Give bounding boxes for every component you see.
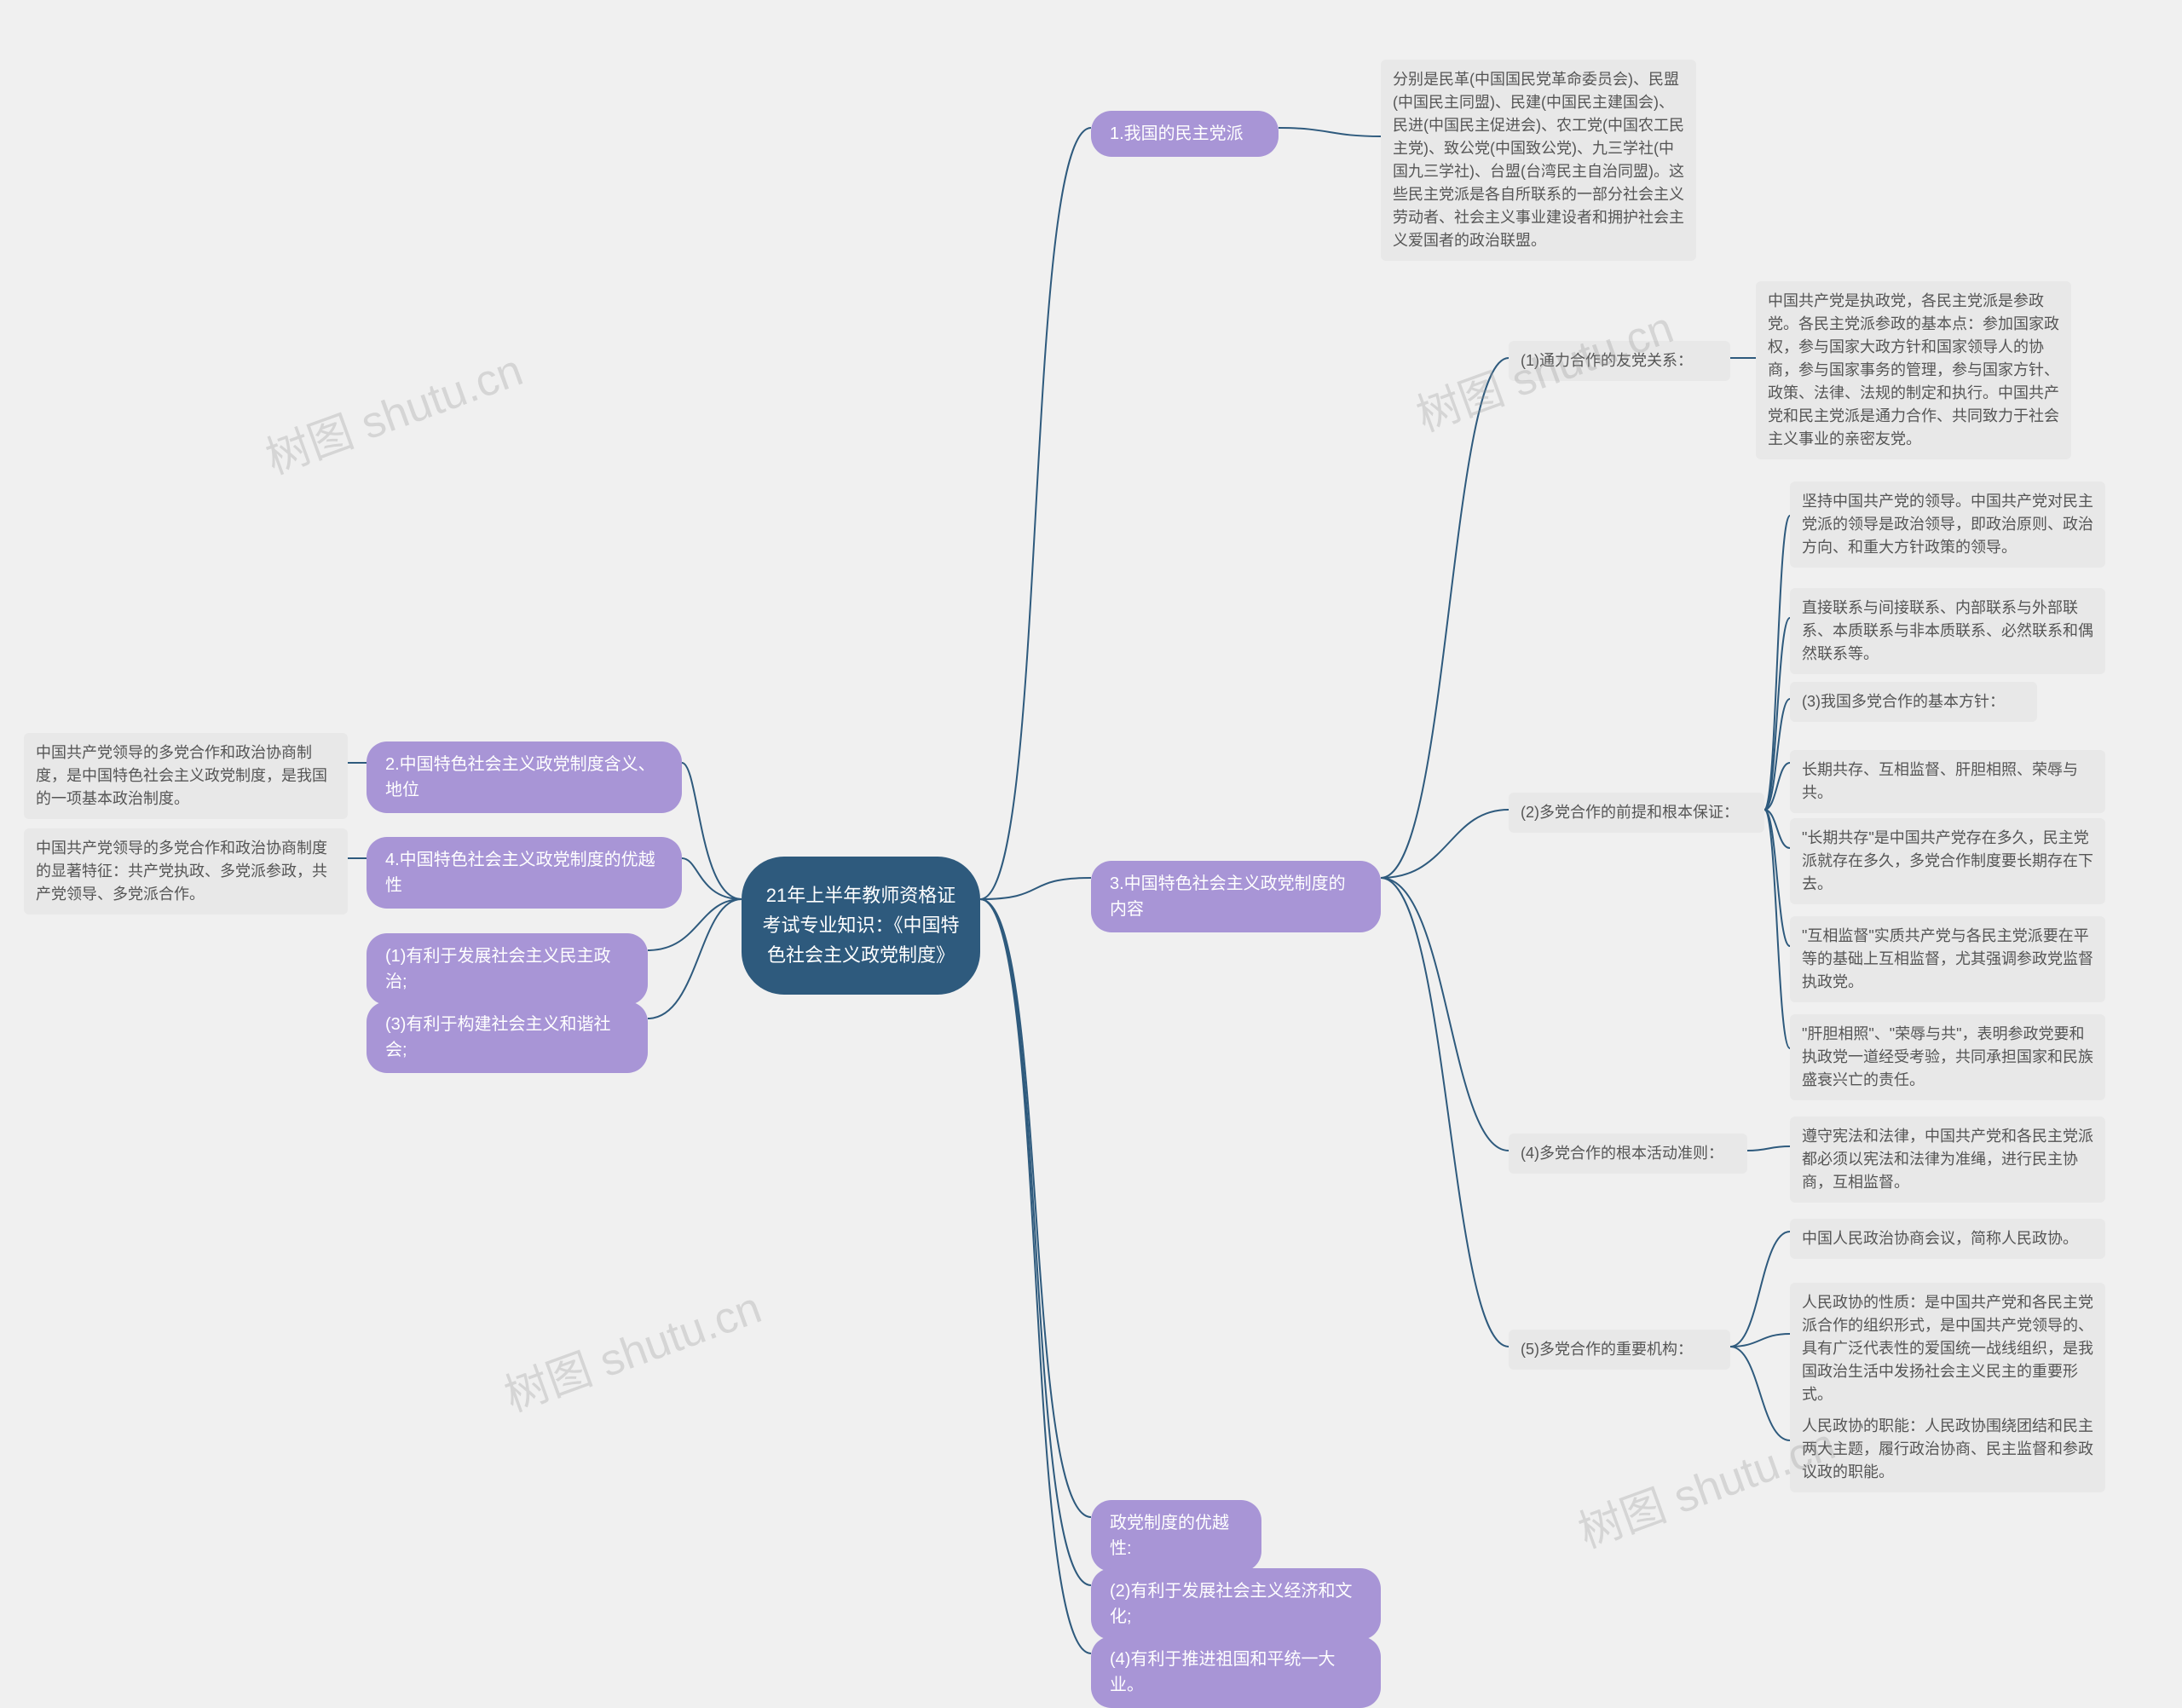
branch-9[interactable]: (4)有利于推进祖国和平统一大业。 [1091, 1636, 1381, 1708]
leaf-3-3a[interactable]: 长期共存、互相监督、肝胆相照、荣辱与共。 [1790, 750, 2105, 813]
sub-3-2[interactable]: (2)多党合作的前提和根本保证： [1509, 793, 1764, 833]
leaf-3-5b[interactable]: 人民政协的性质：是中国共产党和各民主党派合作的组织形式，是中国共产党领导的、具有… [1790, 1283, 2105, 1415]
mindmap-canvas: 21年上半年教师资格证考试专业知识：《中国特色社会主义政党制度》 1.我国的民主… [0, 0, 2182, 1682]
branch-4[interactable]: 4.中国特色社会主义政党制度的优越性 [367, 837, 682, 909]
watermark-1: 树图 shutu.cn [256, 334, 530, 486]
leaf-b1[interactable]: 分别是民革(中国国民党革命委员会)、民盟(中国民主同盟)、民建(中国民主建国会)… [1381, 60, 1696, 261]
branch-3[interactable]: 3.中国特色社会主义政党制度的内容 [1091, 861, 1381, 932]
branch-5[interactable]: (1)有利于发展社会主义民主政治; [367, 933, 648, 1005]
branch-8[interactable]: (2)有利于发展社会主义经济和文化; [1091, 1568, 1381, 1640]
leaf-3-1a[interactable]: 中国共产党是执政党，各民主党派是参政党。各民主党派参政的基本点：参加国家政权，参… [1756, 281, 2071, 459]
sub-3-4[interactable]: (4)多党合作的根本活动准则： [1509, 1134, 1747, 1174]
sub-3-3[interactable]: (3)我国多党合作的基本方针： [1790, 682, 2037, 722]
sub-3-5[interactable]: (5)多党合作的重要机构： [1509, 1330, 1730, 1370]
branch-1[interactable]: 1.我国的民主党派 [1091, 111, 1279, 157]
branch-6[interactable]: (3)有利于构建社会主义和谐社会; [367, 1001, 648, 1073]
leaf-3-3c[interactable]: "互相监督"实质共产党与各民主党派要在平等的基础上互相监督，尤其强调参政党监督执… [1790, 916, 2105, 1002]
branch-7[interactable]: 政党制度的优越性: [1091, 1500, 1261, 1572]
sub-3-1[interactable]: (1)通力合作的友党关系： [1509, 341, 1730, 381]
leaf-3-2a[interactable]: 坚持中国共产党的领导。中国共产党对民主党派的领导是政治领导，即政治原则、政治方向… [1790, 482, 2105, 568]
leaf-3-3b[interactable]: "长期共存"是中国共产党存在多久，民主党派就存在多久，多党合作制度要长期存在下去… [1790, 818, 2105, 904]
branch-2[interactable]: 2.中国特色社会主义政党制度含义、地位 [367, 741, 682, 813]
leaf-b2-left[interactable]: 中国共产党领导的多党合作和政治协商制度，是中国特色社会主义政党制度，是我国的一项… [24, 733, 348, 819]
leaf-b4-left[interactable]: 中国共产党领导的多党合作和政治协商制度的显著特征：共产党执政、多党派参政，共产党… [24, 828, 348, 915]
leaf-3-3d[interactable]: "肝胆相照"、"荣辱与共"，表明参政党要和执政党一道经受考验，共同承担国家和民族… [1790, 1014, 2105, 1100]
leaf-3-5a[interactable]: 中国人民政治协商会议，简称人民政协。 [1790, 1219, 2105, 1259]
leaf-3-2b[interactable]: 直接联系与间接联系、内部联系与外部联系、本质联系与非本质联系、必然联系和偶然联系… [1790, 588, 2105, 674]
center-node[interactable]: 21年上半年教师资格证考试专业知识：《中国特色社会主义政党制度》 [742, 857, 980, 995]
leaf-3-4a[interactable]: 遵守宪法和法律，中国共产党和各民主党派都必须以宪法和法律为准绳，进行民主协商，互… [1790, 1117, 2105, 1203]
leaf-3-5c[interactable]: 人民政协的职能：人民政协围绕团结和民主两大主题，履行政治协商、民主监督和参政议政… [1790, 1406, 2105, 1492]
watermark-3: 树图 shutu.cn [494, 1272, 769, 1423]
